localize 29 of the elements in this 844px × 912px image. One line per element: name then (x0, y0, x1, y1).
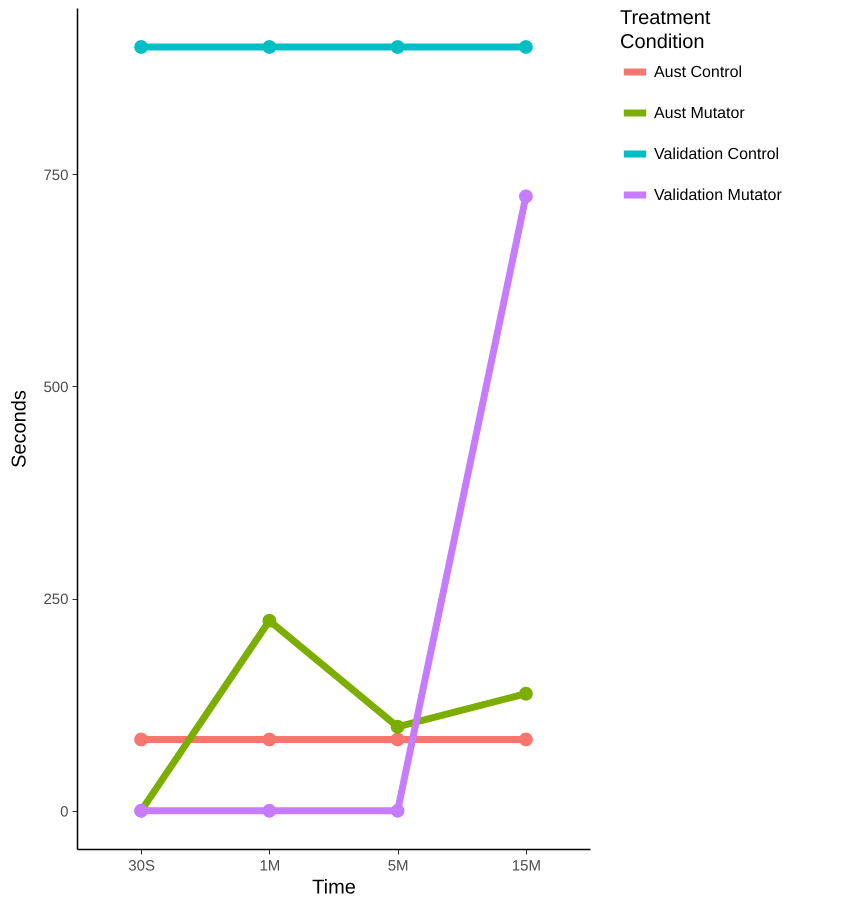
point (390, 732, 405, 746)
point (518, 732, 533, 746)
legend-label: Validation Mutator (654, 187, 782, 204)
point (518, 686, 533, 701)
point (262, 40, 276, 54)
point (262, 614, 276, 628)
point (262, 804, 276, 818)
x-tick-label: 5M (388, 858, 409, 874)
point (134, 40, 148, 54)
x-axis-title: Time (312, 876, 356, 898)
x-tick-label: 1M (259, 858, 280, 874)
point (134, 732, 148, 746)
legend-title: Treatment Condition (620, 7, 711, 53)
legend-label: Aust Control (654, 64, 742, 81)
legend-label: Aust Mutator (654, 105, 746, 122)
point (518, 190, 533, 204)
y-tick-label: 0 (60, 803, 68, 820)
y-axis-title: Seconds (8, 390, 30, 468)
point (390, 720, 405, 734)
point (262, 732, 276, 746)
point (518, 40, 533, 54)
legend-label: Validation Control (654, 146, 780, 163)
x-tick-label: 15M (512, 858, 541, 874)
point (390, 804, 405, 818)
point (390, 40, 405, 54)
y-tick-label: 750 (43, 166, 68, 184)
y-tick-label: 500 (43, 378, 68, 396)
y-tick-label: 250 (43, 591, 68, 608)
x-tick-label: 30S (128, 858, 155, 874)
